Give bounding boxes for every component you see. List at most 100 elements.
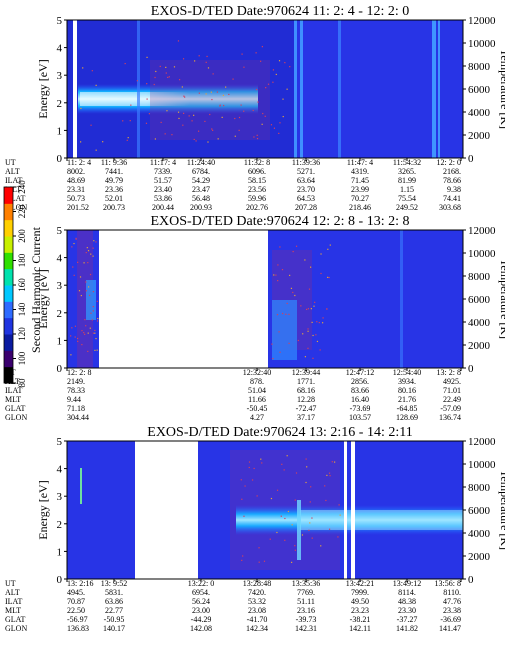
- noise-speck: [234, 117, 236, 120]
- noise-speck: [286, 88, 288, 90]
- noise-speck: [167, 76, 169, 79]
- noise-speck: [294, 294, 296, 297]
- noise-speck: [316, 340, 319, 343]
- noise-speck: [95, 337, 97, 340]
- colorbar-scale: [4, 187, 13, 384]
- colorbar-swatch: [4, 236, 13, 253]
- orbit-value: 1.15: [400, 185, 414, 194]
- noise-speck: [339, 514, 341, 516]
- noise-speck: [311, 321, 313, 324]
- orbit-value: 12: 2: 0: [437, 158, 461, 167]
- temperature-tick-label: 4000: [468, 317, 491, 329]
- orbit-value: 12:32:40: [243, 368, 271, 377]
- noise-speck: [216, 91, 218, 93]
- orbit-value: 200.73: [103, 203, 125, 212]
- noise-speck: [211, 98, 213, 101]
- noise-speck: [154, 138, 156, 140]
- noise-speck: [322, 317, 324, 319]
- noise-speck: [272, 69, 275, 71]
- noise-speck: [122, 120, 124, 122]
- noise-speck: [210, 91, 212, 93]
- noise-speck: [272, 357, 274, 360]
- panel-1-noise-region: [150, 60, 270, 140]
- noise-speck: [319, 349, 321, 351]
- panel-1-title: EXOS-D/TED Date:970624 11: 2: 4 - 12: 2:…: [151, 4, 409, 19]
- energy-tick-label: 2: [57, 519, 63, 531]
- noise-speck: [160, 121, 162, 124]
- noise-speck: [94, 349, 96, 351]
- noise-speck: [256, 137, 259, 140]
- orbit-value: 142.34: [246, 624, 268, 633]
- orbit-value: 6096.: [248, 167, 266, 176]
- orbit-value: 23.23: [351, 606, 369, 615]
- noise-speck: [165, 66, 167, 68]
- noise-speck: [92, 255, 94, 257]
- orbit-value: 218.46: [349, 203, 371, 212]
- noise-speck: [193, 138, 195, 141]
- noise-speck: [206, 55, 208, 58]
- energy-tick-label: 1: [57, 546, 63, 558]
- panel-3-axes: 0 1 2 3 4 5 Energy [eV] 0 2000 4000 6000 8000 10000 1…: [5, 436, 505, 633]
- noise-speck: [92, 305, 94, 308]
- noise-speck: [243, 515, 245, 517]
- orbit-value: 136.74: [439, 413, 461, 422]
- colorbar-swatch: [4, 366, 13, 384]
- noise-speck: [289, 66, 291, 68]
- noise-speck: [92, 247, 94, 249]
- orbit-row-label: ALT: [5, 167, 20, 176]
- noise-speck: [80, 294, 82, 297]
- noise-speck: [76, 337, 79, 340]
- noise-speck: [90, 253, 92, 255]
- panel-3-plot-area: [66, 440, 464, 580]
- temperature-tick-label: 12000: [468, 15, 496, 27]
- noise-speck: [311, 517, 313, 519]
- colorbar-swatch: [4, 187, 13, 204]
- temperature-axis-label: Temperature [K]: [498, 49, 505, 129]
- orbit-value: 48.69: [67, 176, 85, 185]
- orbit-value: -73.69: [350, 404, 371, 413]
- noise-speck: [95, 149, 97, 151]
- orbit-value: 12.28: [297, 395, 315, 404]
- colorbar-tick-label: 140: [17, 302, 27, 316]
- orbit-value: 59.96: [248, 194, 266, 203]
- panel-3-spike: [80, 468, 82, 504]
- orbit-value: 2856.: [351, 377, 369, 386]
- noise-speck: [168, 76, 170, 78]
- temperature-tick-label: 12000: [468, 436, 496, 448]
- temperature-tick-label: 8000: [468, 271, 491, 283]
- orbit-value: -37.27: [397, 615, 418, 624]
- orbit-value: 13:56: 8: [435, 579, 461, 588]
- noise-speck: [337, 536, 339, 538]
- noise-speck: [327, 276, 329, 278]
- orbit-value: 103.57: [349, 413, 371, 422]
- orbit-value: 7339.: [154, 167, 172, 176]
- noise-speck: [83, 331, 85, 334]
- noise-speck: [126, 139, 128, 141]
- orbit-value: 63.86: [105, 597, 123, 606]
- orbit-value: 11:24:40: [187, 158, 215, 167]
- orbit-value: 53.32: [248, 597, 266, 606]
- temperature-tick-label: 2000: [468, 340, 491, 352]
- orbit-value: 12: 2: 8: [67, 368, 91, 377]
- colorbar-swatch: [4, 203, 13, 221]
- noise-speck: [307, 308, 310, 310]
- noise-speck: [251, 479, 254, 481]
- noise-speck: [75, 237, 77, 240]
- noise-speck: [72, 266, 74, 268]
- orbit-value: 8002.: [67, 167, 85, 176]
- noise-speck: [310, 486, 312, 488]
- noise-speck: [284, 539, 286, 541]
- orbit-value: 142.31: [295, 624, 317, 633]
- noise-speck: [253, 136, 255, 138]
- orbit-value: 11: 9:36: [101, 158, 127, 167]
- noise-speck: [146, 98, 148, 100]
- noise-speck: [255, 52, 257, 54]
- noise-speck: [212, 73, 214, 75]
- orbit-row-label: GLAT: [5, 194, 26, 203]
- orbit-value: 2168.: [443, 167, 461, 176]
- orbit-row-label: ALT: [5, 588, 20, 597]
- noise-speck: [238, 129, 240, 131]
- noise-speck: [256, 495, 258, 497]
- orbit-value: 9.44: [67, 395, 81, 404]
- orbit-value: 22.49: [443, 395, 461, 404]
